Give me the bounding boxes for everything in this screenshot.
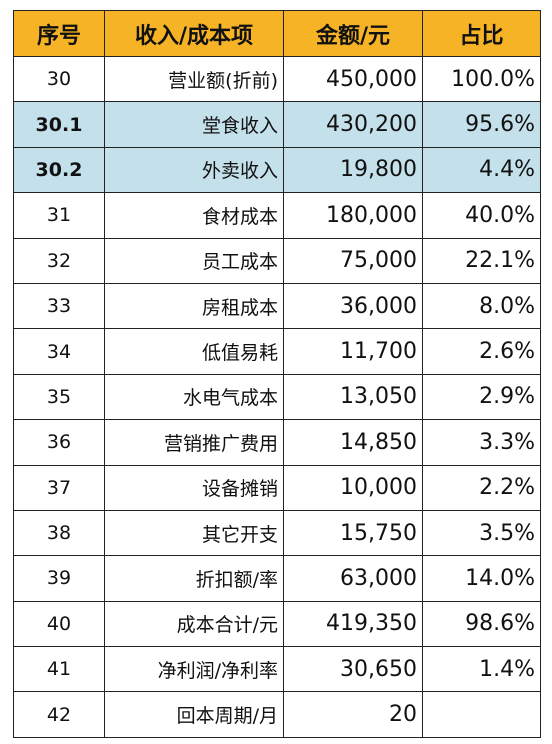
cell-item-name[interactable]: 设备摊销 bbox=[104, 464, 284, 511]
cell-index[interactable]: 33 bbox=[13, 282, 105, 330]
cell-index[interactable]: 32 bbox=[13, 237, 105, 284]
cell-amount[interactable]: 63,000 bbox=[283, 555, 423, 602]
table-row: 41 净利润/净利率 30,650 1.4% bbox=[13, 646, 541, 693]
cell-amount[interactable]: 430,200 bbox=[283, 101, 423, 148]
cell-ratio[interactable]: 8.0% bbox=[422, 282, 541, 330]
cell-index[interactable]: 41 bbox=[13, 646, 105, 693]
cell-item-name[interactable]: 营销推广费用 bbox=[104, 419, 284, 466]
cell-amount[interactable]: 450,000 bbox=[283, 55, 423, 103]
cell-ratio[interactable]: 3.5% bbox=[422, 509, 541, 557]
cell-ratio[interactable]: 14.0% bbox=[422, 555, 541, 602]
header-row: 序号 收入/成本项 金额/元 占比 bbox=[13, 10, 541, 57]
cell-item-name[interactable]: 食材成本 bbox=[104, 192, 284, 239]
cell-amount[interactable]: 180,000 bbox=[283, 192, 423, 239]
table-row: 36 营销推广费用 14,850 3.3% bbox=[13, 419, 541, 466]
cell-item-name[interactable]: 净利润/净利率 bbox=[104, 646, 284, 693]
cell-index[interactable]: 40 bbox=[13, 600, 105, 648]
cell-index[interactable]: 37 bbox=[13, 464, 105, 511]
header-amount[interactable]: 金额/元 bbox=[283, 10, 423, 57]
cell-amount[interactable]: 36,000 bbox=[283, 282, 423, 330]
cell-item-name[interactable]: 水电气成本 bbox=[104, 373, 284, 421]
table-row: 30.2 外卖收入 19,800 4.4% bbox=[13, 146, 541, 194]
cell-item-name[interactable]: 其它开支 bbox=[104, 509, 284, 557]
spreadsheet-table-container: 序号 收入/成本项 金额/元 占比 30 营业额(折前) 450,000 100.0%… bbox=[13, 10, 541, 738]
cell-amount[interactable]: 20 bbox=[283, 691, 423, 738]
cell-ratio[interactable]: 2.9% bbox=[422, 373, 541, 421]
cell-amount[interactable]: 11,700 bbox=[283, 328, 423, 375]
table-row: 39 折扣额/率 63,000 14.0% bbox=[13, 555, 541, 602]
cell-ratio[interactable]: 4.4% bbox=[422, 146, 541, 194]
cell-ratio[interactable]: 2.2% bbox=[422, 464, 541, 511]
cell-amount[interactable]: 419,350 bbox=[283, 600, 423, 648]
cell-index[interactable]: 30.2 bbox=[13, 146, 105, 194]
table-row: 30.1 堂食收入 430,200 95.6% bbox=[13, 101, 541, 148]
cell-ratio[interactable]: 22.1% bbox=[422, 237, 541, 284]
cell-ratio[interactable]: 2.6% bbox=[422, 328, 541, 375]
cell-amount[interactable]: 15,750 bbox=[283, 509, 423, 557]
cell-ratio[interactable] bbox=[422, 691, 541, 738]
table-row: 33 房租成本 36,000 8.0% bbox=[13, 282, 541, 330]
cell-item-name[interactable]: 员工成本 bbox=[104, 237, 284, 284]
cell-index[interactable]: 34 bbox=[13, 328, 105, 375]
cell-item-name[interactable]: 回本周期/月 bbox=[104, 691, 284, 738]
table-row: 42 回本周期/月 20 bbox=[13, 691, 541, 738]
cell-ratio[interactable]: 40.0% bbox=[422, 192, 541, 239]
cell-amount[interactable]: 30,650 bbox=[283, 646, 423, 693]
cell-item-name[interactable]: 房租成本 bbox=[104, 282, 284, 330]
header-item[interactable]: 收入/成本项 bbox=[104, 10, 284, 57]
cell-item-name[interactable]: 成本合计/元 bbox=[104, 600, 284, 648]
cell-index[interactable]: 31 bbox=[13, 192, 105, 239]
cell-amount[interactable]: 75,000 bbox=[283, 237, 423, 284]
cell-index[interactable]: 36 bbox=[13, 419, 105, 466]
cell-index[interactable]: 35 bbox=[13, 373, 105, 421]
cell-item-name[interactable]: 低值易耗 bbox=[104, 328, 284, 375]
header-index[interactable]: 序号 bbox=[13, 10, 105, 57]
profit-table: 序号 收入/成本项 金额/元 占比 30 营业额(折前) 450,000 100.0%… bbox=[13, 10, 541, 738]
table-row: 32 员工成本 75,000 22.1% bbox=[13, 237, 541, 284]
cell-ratio[interactable]: 3.3% bbox=[422, 419, 541, 466]
cell-item-name[interactable]: 堂食收入 bbox=[104, 101, 284, 148]
cell-amount[interactable]: 13,050 bbox=[283, 373, 423, 421]
cell-item-name[interactable]: 折扣额/率 bbox=[104, 555, 284, 602]
cell-amount[interactable]: 14,850 bbox=[283, 419, 423, 466]
table-row: 38 其它开支 15,750 3.5% bbox=[13, 509, 541, 557]
cell-ratio[interactable]: 100.0% bbox=[422, 55, 541, 103]
cell-index[interactable]: 39 bbox=[13, 555, 105, 602]
table-row: 31 食材成本 180,000 40.0% bbox=[13, 192, 541, 239]
cell-amount[interactable]: 10,000 bbox=[283, 464, 423, 511]
cell-item-name[interactable]: 外卖收入 bbox=[104, 146, 284, 194]
cell-index[interactable]: 30 bbox=[13, 55, 105, 103]
header-ratio[interactable]: 占比 bbox=[422, 10, 541, 57]
cell-ratio[interactable]: 98.6% bbox=[422, 600, 541, 648]
table-row: 35 水电气成本 13,050 2.9% bbox=[13, 373, 541, 421]
cell-ratio[interactable]: 1.4% bbox=[422, 646, 541, 693]
table-row: 30 营业额(折前) 450,000 100.0% bbox=[13, 55, 541, 103]
table-row: 40 成本合计/元 419,350 98.6% bbox=[13, 600, 541, 648]
cell-index[interactable]: 42 bbox=[13, 691, 105, 738]
cell-ratio[interactable]: 95.6% bbox=[422, 101, 541, 148]
table-row: 37 设备摊销 10,000 2.2% bbox=[13, 464, 541, 511]
cell-index[interactable]: 30.1 bbox=[13, 101, 105, 148]
cell-amount[interactable]: 19,800 bbox=[283, 146, 423, 194]
cell-item-name[interactable]: 营业额(折前) bbox=[104, 55, 284, 103]
cell-index[interactable]: 38 bbox=[13, 509, 105, 557]
table-row: 34 低值易耗 11,700 2.6% bbox=[13, 328, 541, 375]
